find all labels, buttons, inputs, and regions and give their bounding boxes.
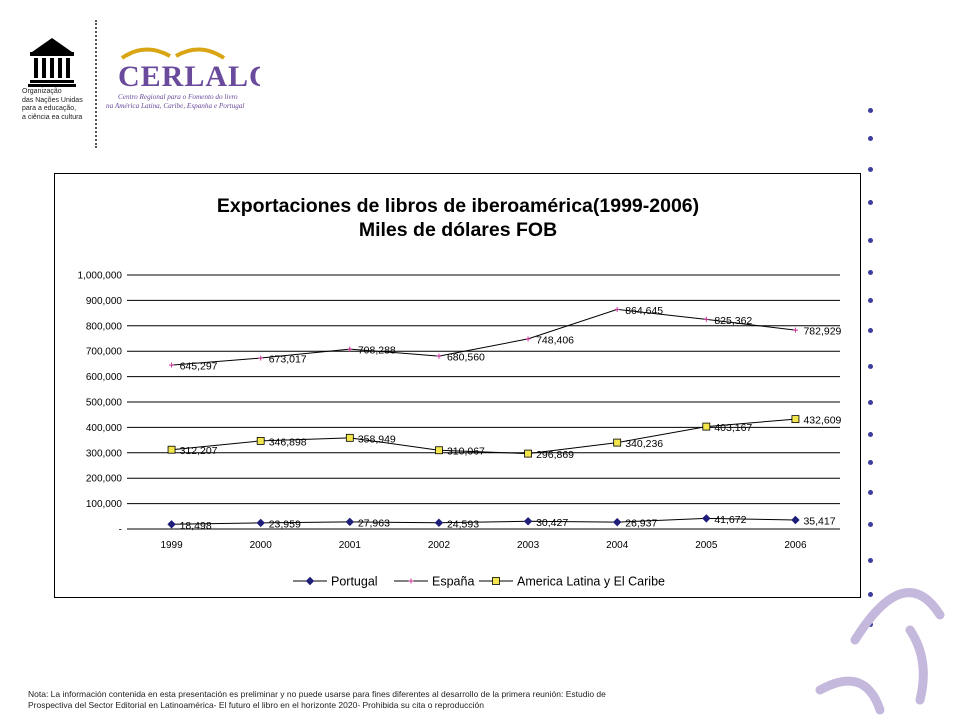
x-tick-label: 2005 [695, 540, 718, 551]
data-label: 673,017 [269, 354, 307, 366]
data-point [703, 316, 709, 322]
cerlalc-name: CERLALC [118, 60, 260, 93]
data-point [256, 518, 265, 528]
data-point [524, 449, 532, 458]
data-point [614, 306, 620, 312]
x-tick-label: 2002 [428, 540, 451, 551]
data-label: 27,963 [358, 517, 390, 529]
data-label: 26,937 [625, 518, 657, 530]
cerlalc-subtitle-line2: na América Latina, Caribe, Espanha e Por… [106, 102, 244, 110]
legend-marker [305, 576, 315, 586]
data-point [345, 433, 354, 442]
data-label: 310,067 [447, 446, 485, 458]
data-point [792, 327, 798, 333]
x-tick-label: 2006 [784, 540, 807, 551]
legend-label: Portugal [331, 575, 378, 589]
y-tick-label: - [119, 525, 122, 536]
x-tick-label: 2004 [606, 540, 629, 551]
data-label: 340,236 [625, 438, 663, 450]
data-point [167, 445, 176, 454]
data-point [434, 518, 444, 527]
y-tick-label: 300,000 [86, 448, 123, 459]
data-label: 825,362 [714, 315, 752, 327]
data-label: 708,288 [358, 345, 396, 357]
data-label: 782,929 [803, 326, 841, 338]
data-point [791, 515, 800, 525]
data-label: 645,297 [180, 361, 218, 373]
data-point [167, 520, 176, 529]
data-point [258, 355, 264, 361]
data-point [523, 517, 533, 526]
decorative-dot-column [868, 0, 880, 720]
data-label: 24,593 [447, 518, 479, 530]
data-label: 358,949 [358, 433, 396, 445]
data-label: 296,869 [536, 449, 574, 461]
legend-marker [408, 578, 414, 584]
data-point [347, 346, 353, 352]
unesco-logo [28, 38, 76, 87]
data-label: 18,498 [180, 520, 212, 532]
data-point [169, 362, 175, 368]
legend-label: America Latina y El Caribe [517, 575, 665, 589]
y-tick-label: 500,000 [86, 398, 123, 409]
data-point [702, 514, 711, 523]
y-tick-label: 700,000 [86, 347, 123, 358]
x-tick-label: 2001 [339, 540, 362, 551]
data-label: 312,207 [180, 445, 218, 457]
line-chart: Exportaciones de libros de iberoamérica(… [78, 195, 842, 589]
data-point [435, 446, 443, 455]
legend-label: España [432, 575, 474, 589]
data-label: 403,167 [714, 422, 752, 434]
data-label: 30,427 [536, 517, 568, 529]
x-tick-label: 2003 [517, 540, 540, 551]
y-tick-label: 200,000 [86, 474, 123, 485]
x-tick-label: 1999 [160, 540, 183, 551]
y-tick-label: 400,000 [86, 423, 123, 434]
data-point [613, 438, 622, 447]
y-tick-label: 800,000 [86, 321, 123, 332]
cerlalc-logo: CERLALC Centro Regional para o Fomento d… [106, 47, 260, 110]
data-point [702, 422, 711, 431]
data-label: 748,406 [536, 334, 574, 346]
data-label: 23,959 [269, 518, 301, 530]
x-tick-label: 2000 [250, 540, 273, 551]
data-point [436, 353, 442, 359]
data-label: 35,417 [803, 516, 835, 528]
data-label: 432,609 [803, 415, 841, 427]
y-tick-label: 1,000,000 [78, 271, 123, 282]
series-line [171, 418, 796, 455]
cerlalc-subtitle-line1: Centro Regional para o Fomento do livro [118, 93, 238, 101]
series-line [171, 308, 796, 366]
data-label: 346,898 [269, 436, 307, 448]
chart-title: Exportaciones de libros de iberoamérica(… [217, 195, 699, 217]
y-tick-label: 100,000 [86, 499, 123, 510]
data-point [345, 517, 355, 527]
series-line [171, 517, 796, 525]
y-tick-label: 900,000 [86, 296, 123, 307]
data-label: 41,672 [714, 514, 746, 526]
data-point [525, 336, 531, 342]
footnote-line-2: Prospectiva del Sector Editorial en Lati… [28, 700, 484, 710]
chart-subtitle: Miles de dólares FOB [359, 219, 557, 241]
data-point [612, 517, 622, 527]
unesco-caption: Organização das Nações Unidas para a edu… [22, 88, 83, 121]
footnote: Nota: La información contenida en esta p… [28, 689, 788, 711]
data-point [791, 415, 800, 424]
data-label: 864,645 [625, 305, 663, 317]
chart-frame: Exportaciones de libros de iberoamérica(… [54, 173, 861, 598]
decorative-curve [815, 588, 945, 715]
y-tick-label: 600,000 [86, 372, 123, 383]
footnote-line-1: Nota: La información contenida en esta p… [28, 689, 606, 699]
legend-marker [492, 577, 500, 585]
data-label: 680,560 [447, 352, 485, 364]
data-point [256, 436, 265, 445]
header-divider [95, 20, 97, 148]
